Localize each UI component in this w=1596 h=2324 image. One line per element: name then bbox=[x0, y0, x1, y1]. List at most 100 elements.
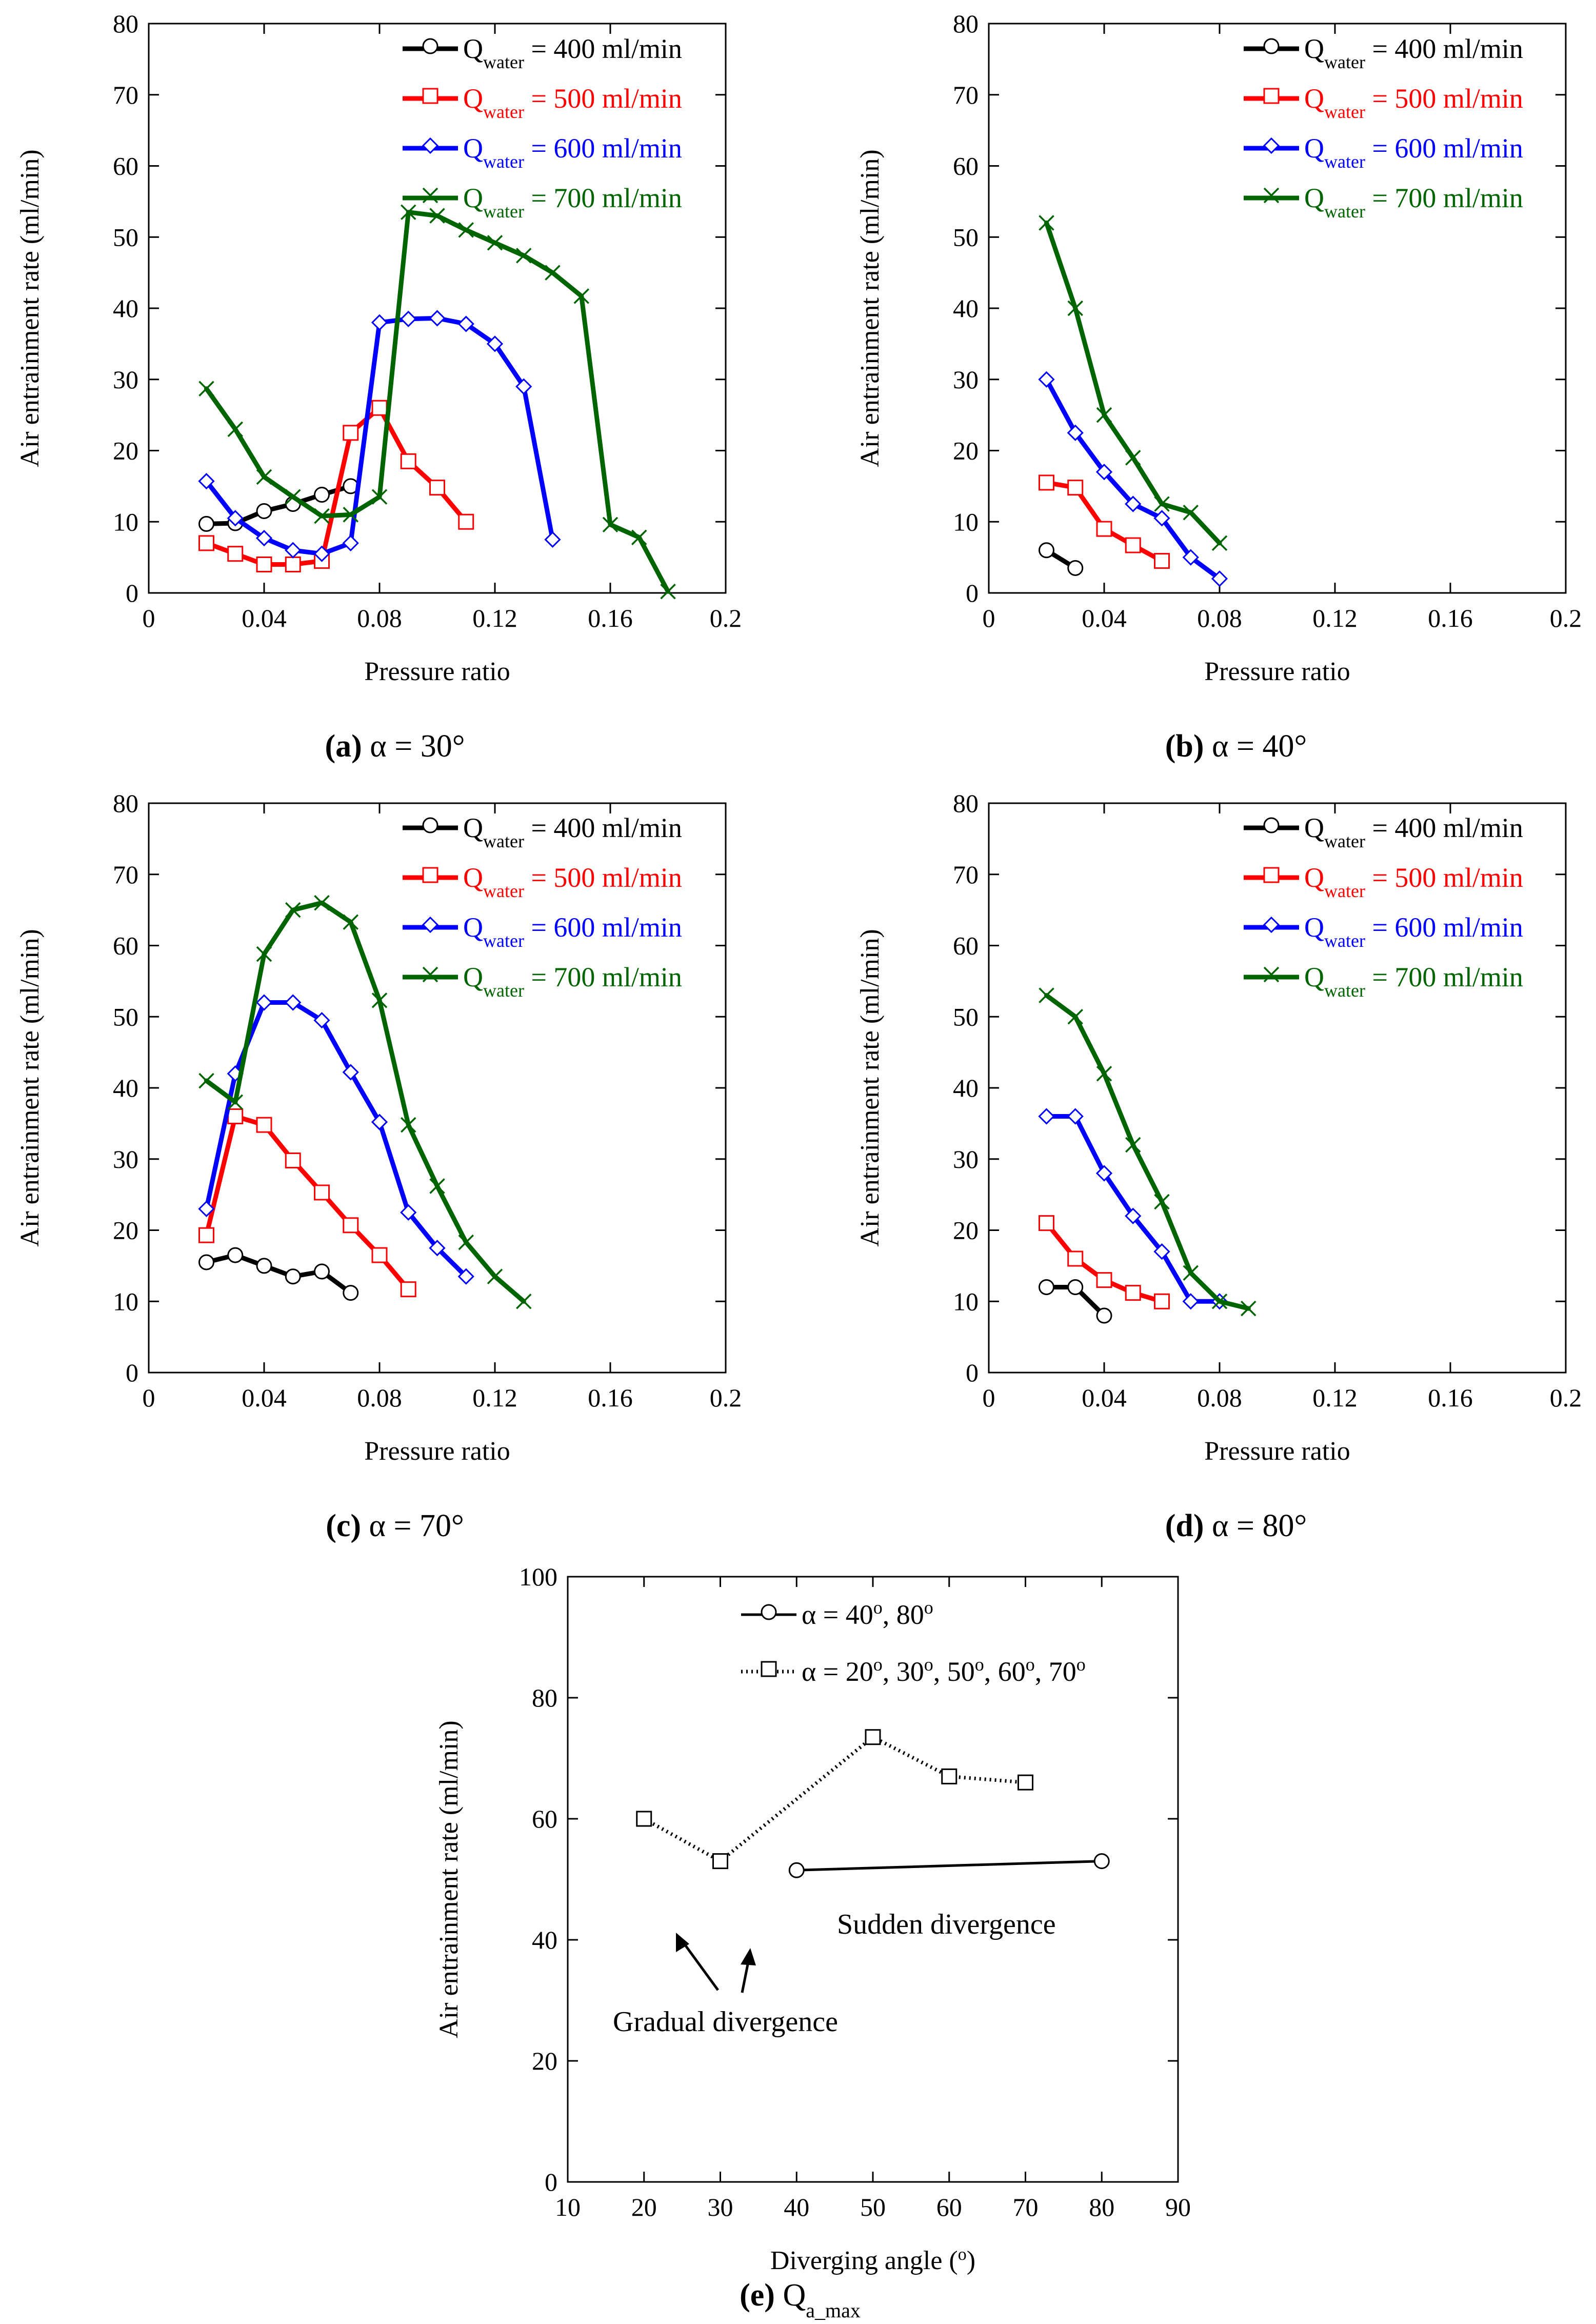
legend-label-rest: = 700 ml/min bbox=[1365, 962, 1523, 992]
data-point bbox=[255, 530, 273, 547]
legend-label-sup: o bbox=[1076, 1654, 1086, 1675]
data-point bbox=[515, 378, 532, 395]
x-axis-label-end: ) bbox=[967, 2246, 975, 2275]
panel-caption-text: α = 70° bbox=[361, 1508, 464, 1543]
data-point bbox=[516, 1294, 532, 1309]
x-tick-label: 90 bbox=[1165, 2193, 1191, 2221]
arrow-head bbox=[676, 1933, 689, 1952]
legend-label-rest: = 700 ml/min bbox=[1365, 183, 1523, 213]
series-d-1 bbox=[1039, 1215, 1170, 1309]
data-point bbox=[1125, 1137, 1141, 1153]
series-d-3 bbox=[1039, 987, 1256, 1317]
data-point bbox=[285, 1268, 301, 1285]
legend-entry: Qwater = 700 ml/min bbox=[1304, 183, 1523, 222]
data-point bbox=[313, 545, 330, 562]
series-line bbox=[204, 210, 670, 594]
y-tick-label: 30 bbox=[113, 365, 138, 394]
data-point bbox=[545, 265, 561, 281]
x-axis-label-text: Pressure ratio bbox=[1204, 1437, 1350, 1466]
y-tick-label: 70 bbox=[113, 860, 138, 889]
legend-label-rest: = 700 ml/min bbox=[524, 183, 682, 213]
data-point bbox=[285, 489, 301, 505]
y-tick-label: 80 bbox=[532, 1683, 557, 1712]
legend-label-q: Q bbox=[1304, 912, 1324, 943]
legend-label-sub: water bbox=[1324, 102, 1365, 122]
data-point bbox=[285, 902, 301, 918]
data-point bbox=[227, 510, 244, 527]
data-point bbox=[788, 1862, 805, 1878]
legend-marker bbox=[422, 187, 438, 204]
data-point bbox=[227, 546, 244, 562]
data-point bbox=[1038, 1108, 1055, 1125]
y-tick-label: 30 bbox=[953, 365, 979, 394]
legend-marker bbox=[1263, 966, 1280, 983]
panel-caption-text: α = 40° bbox=[1204, 729, 1307, 764]
y-axis-label: Air entrainment rate (ml/min) bbox=[434, 1720, 464, 2038]
x-tick-label: 0.08 bbox=[1197, 1383, 1242, 1412]
legend-label-sup: o bbox=[975, 1654, 984, 1675]
y-tick-label: 50 bbox=[113, 223, 138, 251]
legend-entry: Qwater = 700 ml/min bbox=[1304, 962, 1523, 1001]
legend-label-text: , 70 bbox=[1035, 1656, 1076, 1687]
x-tick-label: 0.04 bbox=[242, 1383, 287, 1412]
legend-label-text: , 80 bbox=[883, 1599, 924, 1630]
legend-label-text: , 60 bbox=[984, 1656, 1026, 1687]
arrow-to-30 bbox=[741, 1948, 756, 1993]
y-axis-label: Air entrainment rate (ml/min) bbox=[855, 929, 885, 1246]
legend-label-sup: o bbox=[873, 1654, 883, 1675]
y-tick-label: 60 bbox=[532, 1804, 557, 1833]
x-tick-label: 0.12 bbox=[1312, 604, 1358, 632]
legend-label-sub: water bbox=[483, 201, 524, 222]
legend-label-text: , 30 bbox=[883, 1656, 924, 1687]
legend-label-q: Q bbox=[463, 83, 483, 114]
x-tick-label: 40 bbox=[784, 2193, 809, 2221]
y-tick-label: 20 bbox=[113, 436, 138, 465]
data-point bbox=[400, 1281, 416, 1298]
x-axis-label-text: Pressure ratio bbox=[364, 1437, 510, 1466]
data-point bbox=[314, 487, 330, 503]
legend-marker bbox=[1263, 867, 1280, 883]
legend-label-q: Q bbox=[463, 183, 483, 213]
y-tick-label: 10 bbox=[953, 1287, 979, 1316]
legend-label-sub: water bbox=[483, 881, 524, 901]
data-point bbox=[255, 994, 273, 1011]
series-line bbox=[643, 1735, 1026, 1863]
legend-label-sub: water bbox=[483, 52, 524, 72]
legend-marker bbox=[1263, 817, 1280, 833]
legend-marker bbox=[422, 38, 438, 54]
x-tick-label: 0.04 bbox=[242, 604, 287, 632]
y-tick-label: 10 bbox=[113, 507, 138, 536]
x-tick-label: 70 bbox=[1013, 2193, 1039, 2221]
panel-label: (c) bbox=[326, 1508, 361, 1543]
panel-label: (a) bbox=[325, 729, 362, 764]
panel-caption-text: α = 80° bbox=[1204, 1508, 1307, 1543]
x-axis-label: Pressure ratio bbox=[364, 657, 510, 686]
legend-label-q: Q bbox=[463, 812, 483, 843]
legend-marker bbox=[1263, 916, 1280, 933]
legend-label-sub: water bbox=[1324, 930, 1365, 951]
series-d-0 bbox=[1039, 1279, 1112, 1324]
data-point bbox=[1211, 570, 1228, 587]
series-e-0 bbox=[788, 1853, 1110, 1878]
data-point bbox=[198, 515, 214, 532]
x-tick-label: 0.04 bbox=[1082, 604, 1127, 632]
legend-label-rest: = 600 ml/min bbox=[1365, 133, 1523, 164]
series-line bbox=[204, 315, 555, 557]
y-tick-label: 60 bbox=[953, 931, 979, 960]
data-point bbox=[1067, 1108, 1084, 1125]
data-point bbox=[457, 1268, 474, 1285]
arrow-shaft bbox=[681, 1940, 720, 1991]
data-point bbox=[256, 1117, 272, 1133]
legend-label-rest: = 500 ml/min bbox=[524, 862, 682, 893]
legend-label-rest: = 400 ml/min bbox=[1365, 812, 1523, 843]
legend-label-sub: water bbox=[483, 930, 524, 951]
x-tick-label: 0.16 bbox=[1428, 1383, 1473, 1412]
y-tick-label: 80 bbox=[953, 9, 979, 38]
y-tick-label: 40 bbox=[953, 294, 979, 323]
y-tick-label: 0 bbox=[126, 579, 138, 607]
data-point bbox=[486, 335, 504, 352]
legend-entry: Qwater = 700 ml/min bbox=[463, 183, 682, 222]
